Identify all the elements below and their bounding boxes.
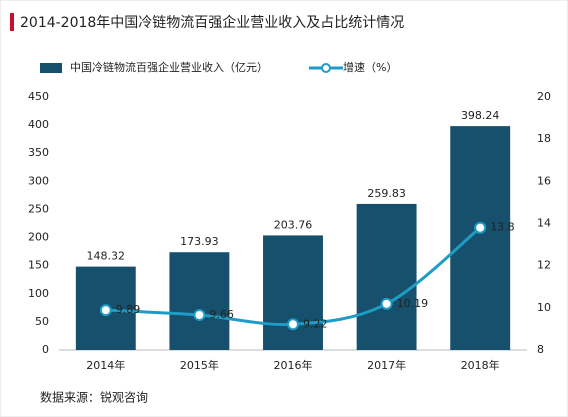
value-label: 10.19 xyxy=(397,297,429,310)
legend-swatch xyxy=(40,63,62,73)
bar xyxy=(356,203,417,350)
title-marker xyxy=(10,13,14,31)
y-tick-label: 100 xyxy=(28,287,49,300)
legend-label: 增速（%） xyxy=(343,60,397,74)
y-tick-label: 450 xyxy=(28,90,49,103)
y2-tick-label: 14 xyxy=(537,217,551,230)
bar xyxy=(263,235,323,350)
y-tick-label: 300 xyxy=(28,174,49,187)
y2-tick-label: 16 xyxy=(537,174,551,187)
value-label: 398.24 xyxy=(461,109,500,122)
value-label: 173.93 xyxy=(180,235,219,248)
x-tick-label: 2017年 xyxy=(367,358,406,372)
y-tick-label: 250 xyxy=(28,202,49,215)
bar xyxy=(169,252,230,350)
line-marker xyxy=(474,221,487,234)
chart-title: 2014-2018年中国冷链物流百强企业营业收入及占比统计情况 xyxy=(20,14,404,31)
value-label: 13.8 xyxy=(490,221,515,234)
y-tick-label: 200 xyxy=(28,231,49,244)
y-tick-label: 350 xyxy=(28,146,49,159)
bar xyxy=(450,126,511,351)
value-label: 9.66 xyxy=(209,308,234,321)
y2-tick-label: 12 xyxy=(537,259,551,272)
value-label: 259.83 xyxy=(367,187,406,200)
value-label: 9.89 xyxy=(116,303,141,316)
line-marker xyxy=(193,309,206,322)
legend-marker xyxy=(321,63,331,73)
x-tick-label: 2015年 xyxy=(180,358,219,372)
x-tick-label: 2018年 xyxy=(461,358,500,372)
value-label: 203.76 xyxy=(274,218,313,231)
x-tick-label: 2014年 xyxy=(86,358,125,372)
y-tick-label: 50 xyxy=(35,315,49,328)
y2-tick-label: 8 xyxy=(537,343,544,356)
x-tick-label: 2016年 xyxy=(274,358,313,372)
line-marker xyxy=(380,297,393,310)
y-tick-label: 0 xyxy=(42,343,49,356)
line-marker xyxy=(99,304,112,317)
value-label: 148.32 xyxy=(87,250,126,263)
legend-label: 中国冷链物流百强企业营业收入（亿元） xyxy=(70,60,268,74)
y-tick-label: 400 xyxy=(28,118,49,131)
y2-tick-label: 10 xyxy=(537,301,551,314)
value-label: 9.22 xyxy=(303,317,328,330)
y2-tick-label: 20 xyxy=(537,90,551,103)
line-marker xyxy=(287,318,299,331)
y2-tick-label: 18 xyxy=(537,132,551,145)
y-tick-label: 150 xyxy=(28,259,49,272)
source: 数据来源：锐观咨询 xyxy=(40,390,148,405)
